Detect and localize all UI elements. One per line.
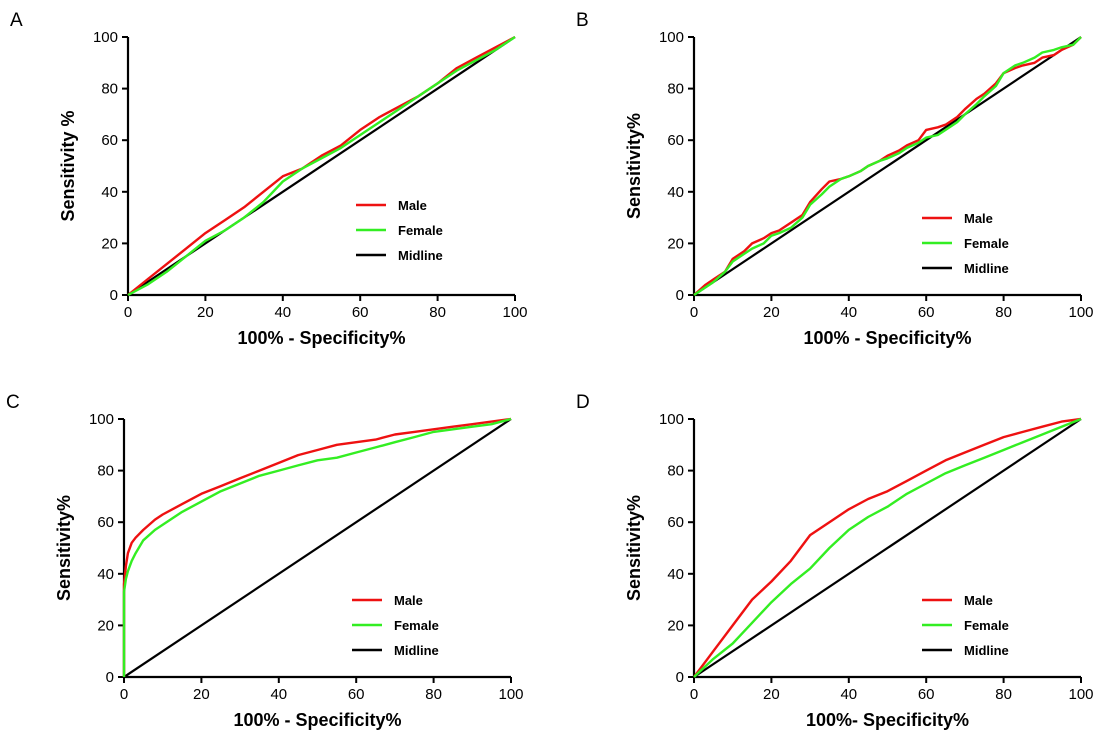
y-tick-label: 100: [659, 411, 684, 428]
x-tick-label: 60: [352, 304, 369, 321]
x-tick-label: 60: [918, 686, 935, 703]
legend-label-midline: Midline: [964, 643, 1009, 658]
y-axis-title: Sensitivity%: [624, 495, 644, 601]
x-tick-label: 80: [995, 686, 1012, 703]
x-axis-title: 100% - Specificity%: [803, 328, 971, 348]
y-tick-label: 40: [667, 184, 684, 201]
legend-label-male: Male: [964, 211, 993, 226]
chart-panel-a: A 0 20 40 60 80 100 0 20 40 60 80 100 100% - Specific…: [0, 0, 551, 370]
x-tick-label: 20: [197, 304, 214, 321]
x-tick-label: 20: [763, 686, 780, 703]
panel-letter: A: [10, 10, 23, 31]
y-axis-title: Sensitivity%: [54, 495, 74, 601]
panel-letter: C: [6, 392, 20, 413]
x-tick-label: 20: [193, 686, 210, 703]
y-tick-label: 60: [667, 514, 684, 531]
x-tick-label: 0: [124, 304, 132, 321]
y-tick-label: 20: [667, 617, 684, 634]
x-tick-label: 40: [270, 686, 287, 703]
y-tick-label: 60: [667, 132, 684, 149]
legend-label-midline: Midline: [964, 261, 1009, 276]
y-tick-label: 60: [101, 132, 118, 149]
x-tick-label: 20: [763, 304, 780, 321]
y-tick-label: 100: [93, 29, 118, 46]
series-line-female: [127, 36, 516, 297]
x-tick-label: 0: [690, 304, 698, 321]
legend-label-female: Female: [394, 618, 439, 633]
legend-label-male: Male: [964, 593, 993, 608]
x-tick-label: 80: [995, 304, 1012, 321]
y-axis-title: Sensitivity %: [58, 110, 78, 221]
x-tick-label: 100: [498, 686, 523, 703]
legend-label-female: Female: [964, 236, 1009, 251]
y-tick-label: 80: [667, 81, 684, 98]
y-tick-label: 80: [101, 81, 118, 98]
chart-a-svg: A 0 20 40 60 80 100 0 20 40 60 80 100 100% - Specific…: [10, 10, 528, 348]
x-tick-label: 40: [274, 304, 291, 321]
x-axis-title: 100% - Specificity%: [237, 328, 405, 348]
legend-label-female: Female: [398, 223, 443, 238]
y-tick-label: 20: [101, 235, 118, 252]
series-line-female: [122, 417, 512, 677]
y-tick-label: 40: [667, 566, 684, 583]
x-tick-label: 60: [918, 304, 935, 321]
x-tick-label: 80: [425, 686, 442, 703]
legend-label-male: Male: [398, 198, 427, 213]
chart-d-svg: D 0 20 40 60 80 100 0 20 40 60 80 100 100%- Specifici…: [576, 392, 1094, 730]
series-line-midline: [693, 36, 1082, 296]
series-line-male: [127, 35, 516, 296]
panel-letter: B: [576, 10, 589, 31]
series-line-female: [693, 417, 1082, 678]
legend-label-midline: Midline: [394, 643, 439, 658]
y-tick-label: 20: [97, 617, 114, 634]
legend-label-female: Female: [964, 618, 1009, 633]
legend-label-male: Male: [394, 593, 423, 608]
y-tick-label: 80: [97, 463, 114, 480]
y-tick-label: 0: [106, 669, 114, 686]
x-axis-title: 100% - Specificity%: [233, 710, 401, 730]
y-tick-label: 0: [676, 669, 684, 686]
x-tick-label: 100: [1068, 686, 1093, 703]
y-tick-label: 20: [667, 235, 684, 252]
x-tick-label: 40: [840, 304, 857, 321]
chart-panel-b: B 0 20 40 60 80 100 0 20 40 60 80 100 100% - Specific…: [566, 0, 1102, 370]
y-tick-label: 100: [89, 411, 114, 428]
y-tick-label: 40: [97, 566, 114, 583]
chart-b-svg: B 0 20 40 60 80 100 0 20 40 60 80 100 100% - Specific…: [576, 10, 1094, 348]
x-tick-label: 0: [690, 686, 698, 703]
x-tick-label: 60: [348, 686, 365, 703]
series-line-male: [693, 417, 1082, 678]
series-line-female: [693, 36, 1082, 296]
y-tick-label: 40: [101, 184, 118, 201]
x-axis-title: 100%- Specificity%: [806, 710, 969, 730]
y-tick-label: 100: [659, 29, 684, 46]
chart-panel-d: D 0 20 40 60 80 100 0 20 40 60 80 100 100%- Specifici…: [566, 382, 1102, 752]
x-tick-label: 100: [502, 304, 527, 321]
chart-panel-c: C 0 20 40 60 80 100 0 20 40 60 80 100 100% - Specific…: [0, 382, 547, 752]
x-tick-label: 80: [429, 304, 446, 321]
series-line-male: [122, 417, 512, 677]
series-line-midline: [693, 418, 1082, 678]
series-line-midline: [123, 418, 512, 678]
y-tick-label: 0: [676, 287, 684, 304]
chart-c-svg: C 0 20 40 60 80 100 0 20 40 60 80 100 100% - Specific…: [6, 392, 524, 730]
y-tick-label: 0: [110, 287, 118, 304]
y-tick-label: 60: [97, 514, 114, 531]
y-axis-title: Sensitivity%: [624, 113, 644, 219]
x-tick-label: 100: [1068, 304, 1093, 321]
series-line-male: [693, 36, 1082, 296]
x-tick-label: 40: [840, 686, 857, 703]
panel-letter: D: [576, 392, 590, 413]
x-tick-label: 0: [120, 686, 128, 703]
y-tick-label: 80: [667, 463, 684, 480]
legend-label-midline: Midline: [398, 248, 443, 263]
